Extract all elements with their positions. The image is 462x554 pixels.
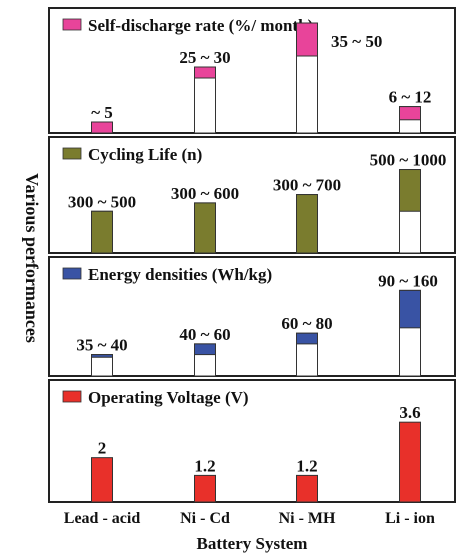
bar-range	[399, 169, 421, 212]
bar-range	[296, 194, 318, 254]
panel-frame	[48, 379, 456, 503]
bar-range	[296, 22, 318, 57]
y-axis-label: Various performances	[22, 173, 42, 343]
panel-energy: Energy densities (Wh/kg) 35 ~ 40 40 ~ 60 60…	[48, 256, 456, 377]
data-label: 40 ~ 60	[179, 325, 230, 344]
panel-frame	[48, 7, 456, 134]
bar-value	[399, 421, 421, 503]
legend-swatch	[62, 267, 82, 280]
data-label: 60 ~ 80	[281, 314, 332, 333]
data-label: 500 ~ 1000	[370, 151, 447, 170]
panel-frame	[48, 136, 456, 254]
data-label: 25 ~ 30	[179, 48, 230, 67]
bar-range	[399, 106, 421, 121]
data-label: ~ 5	[91, 103, 113, 122]
bar-range	[91, 121, 113, 134]
data-label: 300 ~ 500	[68, 192, 136, 211]
data-label: 90 ~ 160	[378, 271, 438, 290]
bar-range	[194, 66, 216, 79]
legend-label: Cycling Life (n)	[88, 145, 202, 164]
legend-label: Self-discharge rate (%/ month)	[88, 16, 313, 35]
bar-range	[194, 202, 216, 254]
panel-cycling: Cycling Life (n) 300 ~ 500 300 ~ 600 300 ~ …	[48, 136, 456, 254]
data-label: 35 ~ 40	[76, 336, 127, 355]
category-label: Li - ion	[385, 510, 435, 527]
bar-range	[399, 289, 421, 329]
bar-outline	[91, 354, 113, 377]
bar-value	[91, 457, 113, 503]
legend-label: Energy densities (Wh/kg)	[88, 265, 272, 284]
data-label: 300 ~ 600	[171, 184, 239, 203]
data-label: 300 ~ 700	[273, 176, 341, 195]
legend-label: Operating Voltage (V)	[88, 388, 249, 407]
data-label: 6 ~ 12	[389, 88, 432, 107]
x-axis-label: Battery System	[197, 534, 308, 553]
bar-range	[91, 210, 113, 254]
panel-voltage: Operating Voltage (V) 2 1.2 1.2 3.6	[48, 379, 456, 503]
bar-range	[91, 354, 113, 358]
data-label: 35 ~ 50	[331, 32, 382, 51]
data-label: 2	[98, 439, 107, 458]
bar-range	[296, 332, 318, 345]
panel-frame	[48, 256, 456, 377]
legend-swatch	[62, 18, 82, 31]
chart-panels: Self-discharge rate (%/ month) ~ 5 25 ~ 30…	[48, 7, 456, 503]
data-label: 1.2	[194, 456, 215, 475]
data-label: 1.2	[296, 456, 317, 475]
category-label: Lead - acid	[64, 510, 141, 527]
legend-swatch	[62, 147, 82, 160]
bar-value	[194, 474, 216, 503]
category-label: Ni - Cd	[180, 510, 230, 527]
bar-value	[296, 474, 318, 503]
category-label: Ni - MH	[279, 510, 336, 527]
legend-swatch	[62, 390, 82, 403]
category-labels: Lead - acid Ni - Cd Ni - MH Li - ion	[64, 510, 435, 527]
data-label: 3.6	[399, 403, 420, 422]
panel-self-discharge: Self-discharge rate (%/ month) ~ 5 25 ~ 30…	[48, 7, 456, 134]
bar-range	[194, 343, 216, 356]
